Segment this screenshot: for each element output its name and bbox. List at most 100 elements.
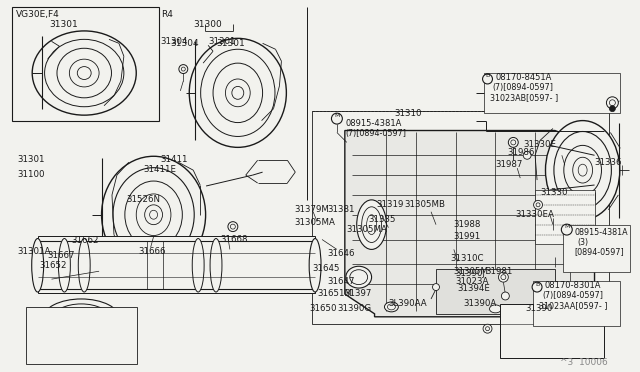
Text: 31023A: 31023A xyxy=(456,277,489,286)
Circle shape xyxy=(523,151,531,159)
Text: 08170-8451A: 08170-8451A xyxy=(495,73,552,82)
Circle shape xyxy=(486,327,490,331)
Circle shape xyxy=(181,67,186,71)
Text: (7)[0894-0597]: (7)[0894-0597] xyxy=(346,129,407,138)
Bar xyxy=(533,281,620,326)
Text: 31301: 31301 xyxy=(49,19,78,29)
Circle shape xyxy=(228,222,238,232)
Bar xyxy=(484,73,620,113)
Circle shape xyxy=(230,224,236,229)
Bar xyxy=(500,304,604,358)
Text: VG30E,F4: VG30E,F4 xyxy=(16,10,60,19)
Text: 31301: 31301 xyxy=(216,39,244,48)
Text: 08915-4381A: 08915-4381A xyxy=(575,228,628,237)
Ellipse shape xyxy=(210,238,222,292)
Circle shape xyxy=(607,97,618,109)
Text: 31652: 31652 xyxy=(40,261,67,270)
Ellipse shape xyxy=(57,48,111,98)
Text: M: M xyxy=(334,113,340,118)
Ellipse shape xyxy=(232,86,244,99)
Ellipse shape xyxy=(102,156,205,273)
Text: 31390: 31390 xyxy=(525,304,552,313)
Text: 31986: 31986 xyxy=(508,148,534,157)
Ellipse shape xyxy=(490,305,501,313)
Ellipse shape xyxy=(43,299,120,339)
Ellipse shape xyxy=(71,314,91,324)
Text: 31023AA[0597- ]: 31023AA[0597- ] xyxy=(539,301,607,310)
Text: 31645: 31645 xyxy=(312,264,340,273)
Circle shape xyxy=(609,100,615,106)
Text: 08915-4381A: 08915-4381A xyxy=(346,119,402,128)
Circle shape xyxy=(433,283,440,291)
Text: 31023AB[0597- ]: 31023AB[0597- ] xyxy=(490,93,557,102)
Text: 31647: 31647 xyxy=(327,277,355,286)
Ellipse shape xyxy=(43,324,120,353)
Ellipse shape xyxy=(309,238,321,292)
Text: 31667: 31667 xyxy=(47,251,75,260)
Text: 31100: 31100 xyxy=(18,170,45,179)
Circle shape xyxy=(511,140,516,145)
Text: 31330: 31330 xyxy=(540,188,568,197)
Text: 08170-8301A: 08170-8301A xyxy=(545,281,602,290)
Ellipse shape xyxy=(225,79,250,107)
Text: 31301: 31301 xyxy=(208,37,236,46)
Ellipse shape xyxy=(189,38,286,147)
Bar xyxy=(12,7,159,121)
Circle shape xyxy=(561,224,572,235)
Ellipse shape xyxy=(145,205,163,225)
Text: R4: R4 xyxy=(161,10,173,19)
Text: 31988: 31988 xyxy=(454,220,481,229)
Text: 31305MB: 31305MB xyxy=(404,200,445,209)
Text: 31300: 31300 xyxy=(193,19,222,29)
Circle shape xyxy=(536,203,540,207)
Ellipse shape xyxy=(150,210,157,219)
Circle shape xyxy=(501,275,506,280)
Ellipse shape xyxy=(192,238,204,292)
Text: 31668: 31668 xyxy=(220,235,248,244)
Text: 3L390AA: 3L390AA xyxy=(388,299,427,308)
Ellipse shape xyxy=(32,238,44,292)
Ellipse shape xyxy=(564,145,602,195)
Bar xyxy=(38,235,315,293)
Circle shape xyxy=(501,292,509,300)
Ellipse shape xyxy=(136,194,171,235)
Bar xyxy=(535,190,595,244)
Text: 31411E: 31411E xyxy=(144,165,177,174)
Ellipse shape xyxy=(350,270,367,285)
Text: 31390A: 31390A xyxy=(464,299,497,308)
Ellipse shape xyxy=(356,200,387,249)
Ellipse shape xyxy=(346,266,372,288)
Circle shape xyxy=(534,201,543,209)
Bar xyxy=(26,307,137,364)
Text: 31336: 31336 xyxy=(595,158,622,167)
Ellipse shape xyxy=(32,31,136,115)
Text: 31304: 31304 xyxy=(170,39,199,48)
Ellipse shape xyxy=(385,302,398,312)
Text: 31379M: 31379M xyxy=(294,205,329,214)
Ellipse shape xyxy=(52,328,110,350)
Text: (7)[0894-0597]: (7)[0894-0597] xyxy=(542,291,603,300)
Ellipse shape xyxy=(45,39,124,107)
Ellipse shape xyxy=(52,304,110,334)
Text: 31304: 31304 xyxy=(161,37,188,46)
Ellipse shape xyxy=(78,238,90,292)
Text: 31411: 31411 xyxy=(161,155,188,164)
Ellipse shape xyxy=(573,157,593,183)
Text: 31397: 31397 xyxy=(345,289,372,298)
Text: 31662: 31662 xyxy=(71,235,99,244)
Circle shape xyxy=(332,113,342,124)
Ellipse shape xyxy=(367,215,376,235)
Text: [0894-0597]: [0894-0597] xyxy=(575,247,625,256)
Text: 31330EA: 31330EA xyxy=(515,210,554,219)
Text: 31390G: 31390G xyxy=(337,304,371,313)
Text: 31651M: 31651M xyxy=(317,289,352,298)
Ellipse shape xyxy=(58,238,70,292)
Text: 31301A: 31301A xyxy=(18,247,51,256)
Circle shape xyxy=(483,74,492,84)
Bar xyxy=(436,269,555,314)
Circle shape xyxy=(508,137,518,147)
Ellipse shape xyxy=(545,121,620,220)
Text: 31310: 31310 xyxy=(394,109,422,118)
Text: (3): (3) xyxy=(578,238,589,247)
Polygon shape xyxy=(345,131,595,317)
